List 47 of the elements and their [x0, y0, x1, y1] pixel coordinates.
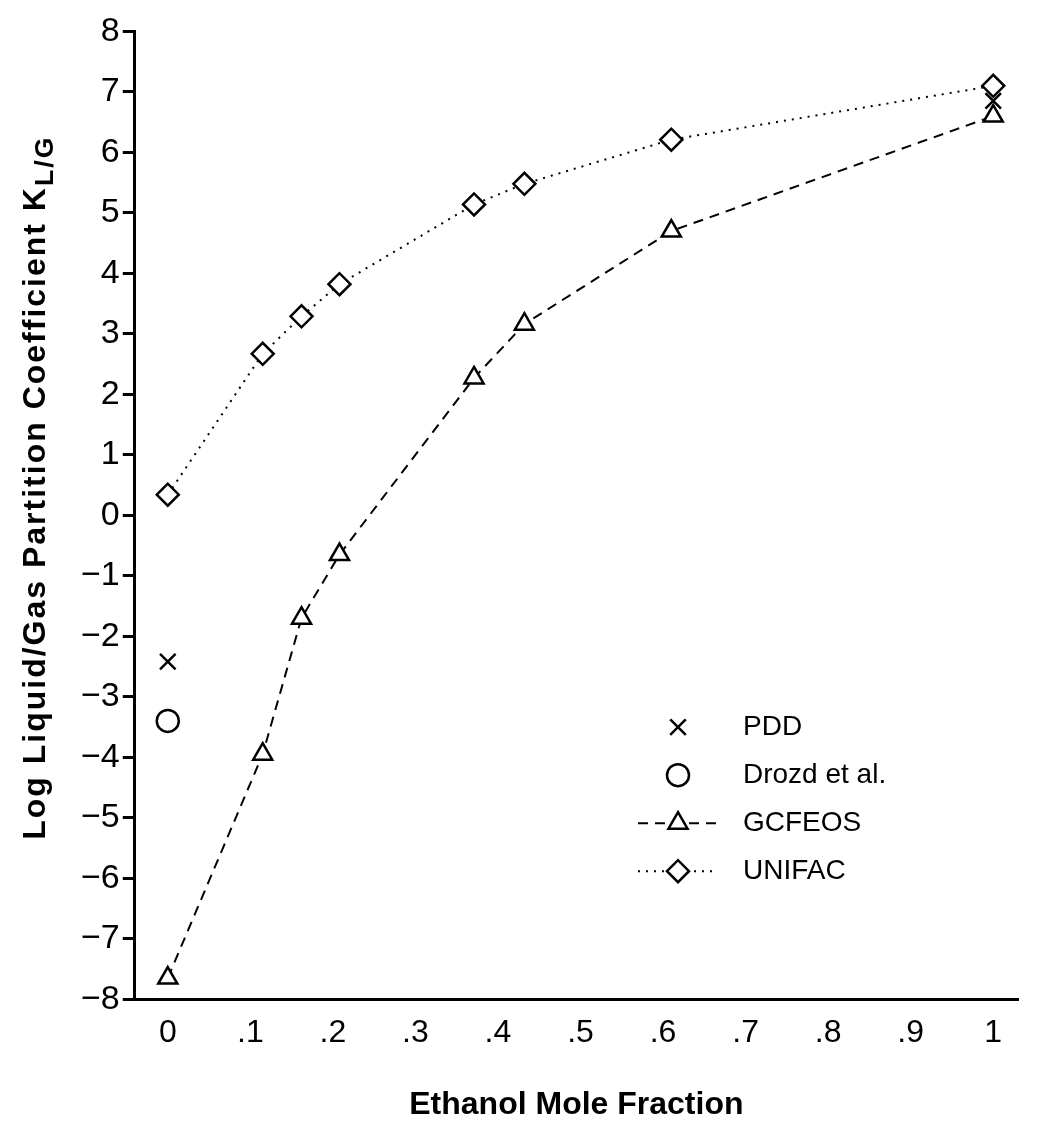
y-tick-label: 4 [100, 251, 120, 290]
y-tick-label: −3 [81, 675, 120, 714]
y-tick-label: 3 [100, 312, 120, 351]
point [158, 652, 177, 671]
x-tick-label: .1 [236, 1013, 264, 1050]
y-tick-label: 6 [100, 130, 120, 169]
legend-label: GCFEOS [743, 805, 862, 837]
x-tick-label: 1 [984, 1013, 1003, 1050]
y-tick-label: −1 [81, 554, 120, 593]
legend-label: Drozd et al. [743, 757, 887, 789]
point [980, 73, 1006, 99]
point [984, 91, 1003, 110]
legend-label: UNIFAC [743, 853, 846, 885]
y-tick-label: −6 [81, 856, 120, 895]
y-tick-label: −7 [81, 917, 120, 956]
point [290, 605, 313, 625]
point [289, 304, 314, 329]
y-tick-label: 2 [100, 372, 120, 411]
x-tick-label: .6 [649, 1013, 677, 1050]
x-tick-label: .9 [897, 1013, 925, 1050]
x-tick-label: .5 [567, 1013, 594, 1050]
x-tick-label: 0 [158, 1013, 177, 1050]
point [251, 741, 274, 761]
y-tick-label: 1 [100, 433, 120, 472]
y-tick-label: −2 [81, 614, 120, 653]
y-tick-label: 0 [100, 493, 120, 532]
y-tick-label: 8 [100, 9, 120, 48]
y-tick-label: 5 [100, 191, 120, 230]
point [659, 127, 684, 152]
x-tick-label: .8 [814, 1013, 842, 1050]
point [512, 171, 537, 197]
point [250, 341, 275, 367]
x-axis-title: Ethanol Mole Fraction [409, 1084, 744, 1121]
point [155, 482, 181, 507]
y-tick-label: 7 [100, 70, 120, 109]
y-tick-label: −4 [81, 735, 120, 774]
y-tick-label: −5 [81, 796, 120, 835]
point [157, 965, 179, 985]
y-tick-label: −8 [81, 977, 120, 1016]
point [328, 542, 351, 562]
legend-label: PDD [743, 709, 803, 741]
x-tick-label: .3 [402, 1013, 429, 1050]
point [327, 271, 352, 297]
x-tick-label: .2 [319, 1013, 347, 1050]
x-tick-label: .4 [484, 1013, 512, 1050]
x-tick-label: .7 [732, 1013, 759, 1050]
point [461, 192, 487, 217]
